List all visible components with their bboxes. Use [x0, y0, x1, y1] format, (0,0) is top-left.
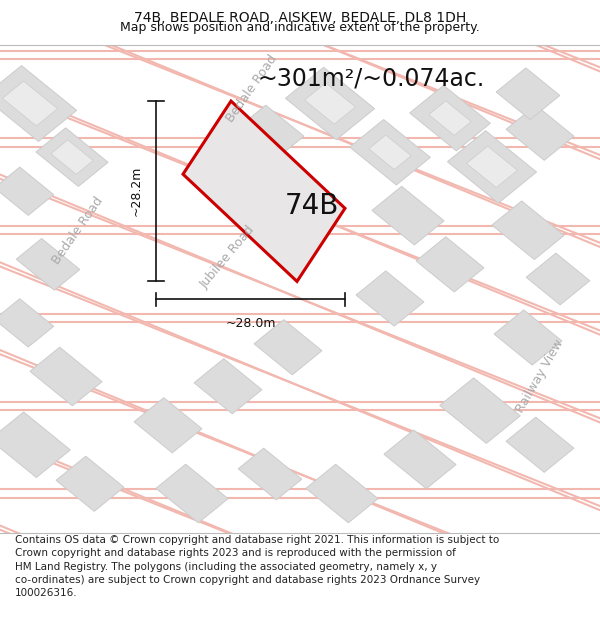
Polygon shape: [0, 412, 70, 478]
Polygon shape: [440, 378, 520, 443]
Polygon shape: [236, 105, 304, 161]
Text: 74B, BEDALE ROAD, AISKEW, BEDALE, DL8 1DH: 74B, BEDALE ROAD, AISKEW, BEDALE, DL8 1D…: [134, 11, 466, 25]
Text: Railway View: Railway View: [514, 338, 566, 416]
Polygon shape: [429, 101, 471, 136]
Polygon shape: [156, 464, 228, 522]
Polygon shape: [36, 128, 108, 186]
Text: ~28.0m: ~28.0m: [225, 316, 276, 329]
Text: Jubilee Road: Jubilee Road: [198, 223, 258, 291]
Polygon shape: [384, 430, 456, 489]
Polygon shape: [496, 68, 560, 119]
Polygon shape: [134, 398, 202, 453]
Polygon shape: [356, 271, 424, 326]
Polygon shape: [494, 310, 562, 365]
Polygon shape: [51, 140, 93, 174]
Polygon shape: [238, 448, 302, 500]
Polygon shape: [306, 464, 378, 522]
Polygon shape: [372, 186, 444, 245]
Polygon shape: [56, 456, 124, 511]
Polygon shape: [286, 68, 374, 140]
Polygon shape: [16, 239, 80, 290]
Polygon shape: [0, 66, 77, 141]
Polygon shape: [0, 167, 53, 216]
Polygon shape: [416, 237, 484, 292]
Polygon shape: [506, 417, 574, 472]
Polygon shape: [194, 359, 262, 414]
Text: Contains OS data © Crown copyright and database right 2021. This information is : Contains OS data © Crown copyright and d…: [15, 535, 499, 598]
Text: ~28.2m: ~28.2m: [130, 166, 143, 216]
Polygon shape: [526, 253, 590, 305]
Text: 74B: 74B: [285, 192, 339, 220]
Polygon shape: [305, 83, 355, 124]
Polygon shape: [506, 105, 574, 161]
Polygon shape: [492, 201, 564, 259]
Text: Map shows position and indicative extent of the property.: Map shows position and indicative extent…: [120, 21, 480, 34]
Polygon shape: [410, 86, 490, 151]
Polygon shape: [369, 135, 411, 169]
Polygon shape: [30, 348, 102, 406]
Polygon shape: [2, 81, 58, 126]
Polygon shape: [254, 319, 322, 375]
Polygon shape: [0, 299, 53, 347]
Text: ~301m²/~0.074ac.: ~301m²/~0.074ac.: [258, 67, 485, 91]
Polygon shape: [448, 131, 536, 203]
Text: Bedale Road: Bedale Road: [224, 52, 280, 125]
Polygon shape: [350, 119, 430, 185]
Polygon shape: [183, 101, 345, 281]
Text: Bedale Road: Bedale Road: [50, 194, 106, 266]
Polygon shape: [467, 146, 517, 188]
